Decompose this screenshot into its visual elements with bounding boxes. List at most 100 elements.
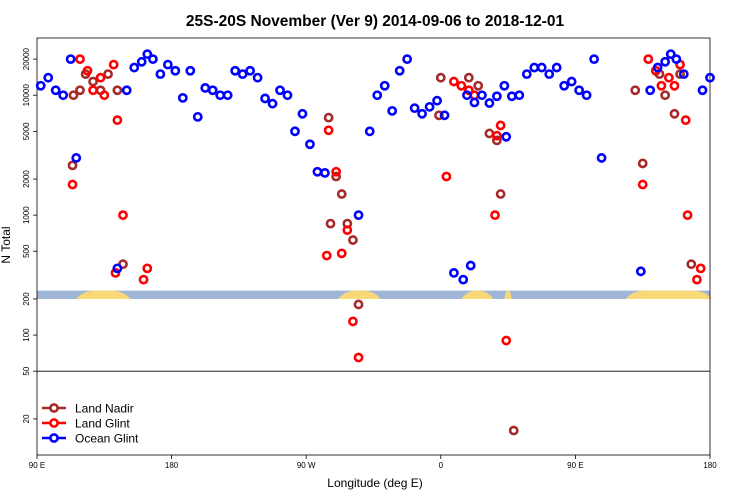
data-point bbox=[88, 85, 98, 96]
data-point bbox=[336, 189, 347, 199]
data-point bbox=[402, 54, 413, 65]
data-point bbox=[336, 248, 347, 259]
data-point bbox=[58, 90, 69, 101]
data-point bbox=[364, 126, 375, 137]
data-point bbox=[635, 266, 646, 277]
data-point bbox=[499, 80, 510, 91]
data-point bbox=[379, 80, 390, 91]
legend-label: Land Glint bbox=[75, 417, 130, 431]
data-point bbox=[424, 101, 435, 112]
x-tick-label: 90 E bbox=[29, 461, 45, 470]
data-point bbox=[215, 90, 226, 101]
data-point bbox=[222, 90, 233, 101]
data-point bbox=[589, 54, 599, 65]
data-point bbox=[490, 210, 500, 221]
data-point bbox=[637, 158, 648, 169]
data-point bbox=[521, 69, 532, 80]
y-tick-label: 200 bbox=[22, 292, 31, 306]
data-point bbox=[323, 112, 334, 123]
data-point bbox=[660, 56, 671, 67]
data-point bbox=[435, 72, 446, 83]
data-point bbox=[353, 299, 364, 310]
data-point bbox=[305, 139, 315, 150]
data-point bbox=[155, 69, 166, 80]
chart-title: 25S-20S November (Ver 9) 2014-09-06 to 2… bbox=[186, 13, 565, 30]
data-point bbox=[75, 54, 85, 65]
data-point bbox=[142, 263, 153, 274]
data-point bbox=[491, 91, 502, 102]
data-point bbox=[185, 65, 196, 76]
y-tick-label: 10000 bbox=[22, 84, 31, 107]
data-point bbox=[230, 65, 241, 76]
data-point bbox=[529, 62, 540, 73]
data-point bbox=[508, 425, 519, 436]
y-tick-label: 1000 bbox=[22, 206, 31, 224]
data-point bbox=[441, 171, 452, 182]
data-point bbox=[136, 56, 147, 67]
data-point bbox=[665, 49, 676, 60]
data-point bbox=[409, 103, 420, 114]
x-axis-label: Longitude (deg E) bbox=[327, 476, 422, 490]
data-point bbox=[142, 49, 153, 60]
data-point bbox=[112, 263, 123, 274]
data-point bbox=[506, 91, 517, 102]
data-point bbox=[432, 95, 442, 106]
data-point bbox=[439, 110, 450, 121]
data-point bbox=[501, 131, 512, 142]
data-point bbox=[495, 120, 506, 131]
data-point bbox=[652, 62, 663, 73]
data-point bbox=[448, 267, 459, 278]
data-point bbox=[484, 98, 495, 108]
data-point bbox=[118, 210, 128, 221]
legend-marker bbox=[49, 403, 59, 413]
x-tick-label: 90 E bbox=[567, 461, 583, 470]
data-point bbox=[462, 90, 472, 101]
data-point bbox=[192, 111, 203, 122]
data-point bbox=[245, 65, 256, 76]
y-tick-label: 50 bbox=[22, 366, 31, 375]
data-point bbox=[484, 128, 495, 139]
data-point bbox=[574, 85, 585, 96]
data-point bbox=[200, 83, 211, 93]
land-segment bbox=[461, 290, 494, 299]
data-point bbox=[669, 108, 680, 119]
data-point bbox=[348, 316, 358, 327]
data-point bbox=[669, 80, 680, 91]
data-point bbox=[501, 335, 512, 346]
data-point bbox=[448, 76, 459, 87]
data-point bbox=[394, 65, 405, 76]
data-point bbox=[260, 93, 270, 104]
x-tick-label: 180 bbox=[703, 461, 717, 470]
data-point bbox=[630, 85, 641, 96]
y-tick-label: 20000 bbox=[22, 47, 31, 70]
data-point bbox=[353, 210, 364, 221]
data-point bbox=[559, 80, 570, 91]
data-point bbox=[88, 76, 98, 87]
series-land-glint bbox=[67, 54, 706, 363]
data-point bbox=[108, 59, 119, 70]
data-point bbox=[99, 90, 110, 101]
data-point bbox=[148, 54, 158, 65]
data-point bbox=[656, 80, 667, 91]
data-point bbox=[675, 69, 685, 80]
y-tick-label: 100 bbox=[22, 328, 31, 342]
legend-label: Land Nadir bbox=[75, 402, 134, 416]
data-point bbox=[290, 126, 300, 137]
data-point bbox=[237, 69, 248, 80]
y-tick-label: 2000 bbox=[22, 170, 31, 188]
axes: 20 50 100 200 500 1000 2000 5000 10000 20000 90 E 1… bbox=[22, 37, 717, 470]
data-point bbox=[68, 90, 79, 101]
data-point bbox=[177, 92, 188, 103]
data-point bbox=[637, 179, 648, 190]
data-point bbox=[297, 108, 308, 119]
data-point bbox=[348, 235, 358, 245]
data-point bbox=[207, 85, 218, 96]
data-point bbox=[705, 72, 715, 83]
data-point bbox=[138, 274, 149, 285]
land-segment bbox=[76, 290, 131, 299]
y-tick-label: 20 bbox=[22, 414, 31, 423]
data-point bbox=[282, 90, 293, 101]
data-point bbox=[103, 69, 113, 80]
data-point bbox=[267, 98, 278, 109]
data-point bbox=[680, 115, 691, 126]
